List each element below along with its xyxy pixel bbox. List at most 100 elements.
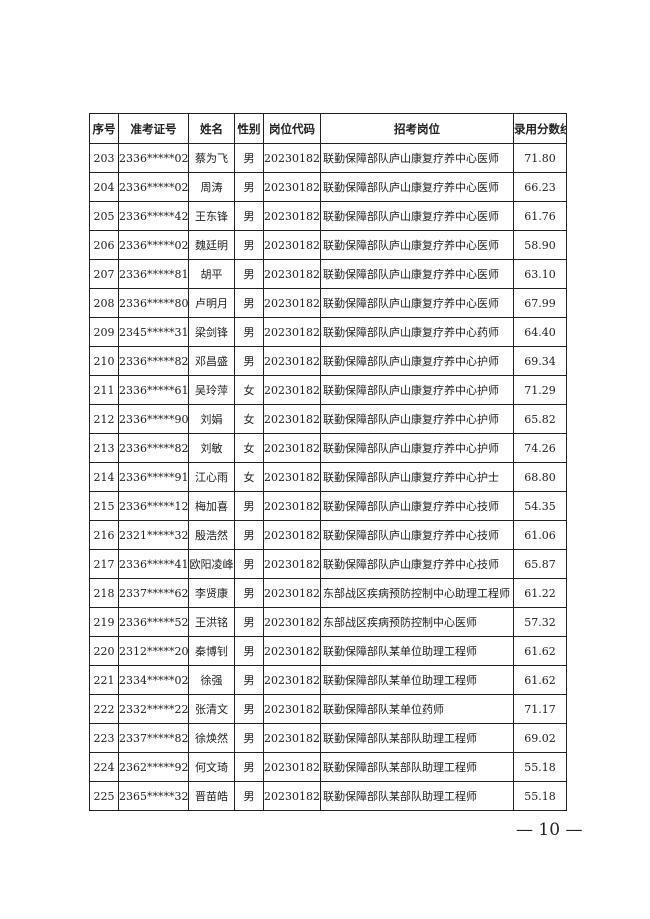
cell-col-score: 54.35 xyxy=(513,491,567,521)
table-row: 2152336*****124梅加喜男2023018229联勤保障部队庐山康复疗… xyxy=(89,491,567,521)
table-row: 2162321*****323殷浩然男2023018231联勤保障部队庐山康复疗… xyxy=(89,520,567,550)
cell-col-name: 徐强 xyxy=(188,665,235,695)
cell-col-post-code: 2023018217 xyxy=(263,230,321,260)
cell-col-exam-id: 2336*****906 xyxy=(118,404,189,434)
cell-col-name: 邓昌盛 xyxy=(188,346,235,376)
cell-col-post-code: 2023018264 xyxy=(263,723,321,753)
cell-col-score: 71.29 xyxy=(513,375,567,405)
cell-col-exam-id: 2336*****526 xyxy=(118,607,189,637)
cell-col-name: 何文琦 xyxy=(188,752,235,782)
cell-col-gender: 男 xyxy=(234,752,264,782)
cell-col-post: 联勤保障部队庐山康复疗养中心技师 xyxy=(320,520,514,550)
cell-col-post: 联勤保障部队某单位助理工程师 xyxy=(320,636,514,666)
cell-col-post: 联勤保障部队庐山康复疗养中心护士 xyxy=(320,462,514,492)
header-col-index: 序号 xyxy=(89,113,119,144)
table-row: 2252365*****326晋苗皓男2023018265联勤保障部队某部队助理… xyxy=(89,781,567,811)
cell-col-gender: 男 xyxy=(234,578,264,608)
cell-col-exam-id: 2336*****029 xyxy=(118,143,189,173)
cell-col-post-code: 2023018219 xyxy=(263,288,321,318)
table-row: 2032336*****029蔡为飞男2023018212联勤保障部队庐山康复疗… xyxy=(89,143,567,173)
cell-col-name: 晋苗皓 xyxy=(188,781,235,811)
cell-col-post: 联勤保障部队庐山康复疗养中心医师 xyxy=(320,172,514,202)
cell-col-gender: 男 xyxy=(234,230,264,260)
table-row: 2212334*****021徐强男2023018257联勤保障部队某单位助理工… xyxy=(89,665,567,695)
page-number: — 10 — xyxy=(516,820,583,840)
cell-col-score: 61.62 xyxy=(513,665,567,695)
cell-col-gender: 女 xyxy=(234,433,264,463)
table-row: 2102336*****820邓昌盛男2023018223联勤保障部队庐山康复疗… xyxy=(89,346,567,376)
cell-col-exam-id: 2336*****911 xyxy=(118,462,189,492)
cell-col-post-code: 2023018227 xyxy=(263,433,321,463)
cell-col-post-code: 2023018218 xyxy=(263,259,321,289)
cell-col-score: 74.26 xyxy=(513,433,567,463)
cell-col-score: 64.40 xyxy=(513,317,567,347)
header-col-post-code: 岗位代码 xyxy=(263,113,321,144)
cell-col-exam-id: 2336*****029 xyxy=(118,172,189,202)
cell-col-post: 联勤保障部队庐山康复疗养中心医师 xyxy=(320,201,514,231)
cell-col-index: 203 xyxy=(89,143,119,173)
cell-col-gender: 男 xyxy=(234,665,264,695)
header-col-name: 姓名 xyxy=(188,113,235,144)
cell-col-exam-id: 2337*****621 xyxy=(118,578,189,608)
cell-col-post: 联勤保障部队庐山康复疗养中心医师 xyxy=(320,143,514,173)
table-row: 2062336*****026魏廷明男2023018217联勤保障部队庐山康复疗… xyxy=(89,230,567,260)
table-body: 2032336*****029蔡为飞男2023018212联勤保障部队庐山康复疗… xyxy=(89,143,567,811)
cell-col-name: 张清文 xyxy=(188,694,235,724)
cell-col-score: 57.32 xyxy=(513,607,567,637)
cell-col-index: 221 xyxy=(89,665,119,695)
cell-col-name: 王洪铭 xyxy=(188,607,235,637)
cell-col-gender: 女 xyxy=(234,404,264,434)
cell-col-score: 55.18 xyxy=(513,752,567,782)
cell-col-gender: 男 xyxy=(234,694,264,724)
cell-col-post: 联勤保障部队庐山康复疗养中心医师 xyxy=(320,230,514,260)
cell-col-gender: 女 xyxy=(234,462,264,492)
cell-col-post-code: 2023018213 xyxy=(263,172,321,202)
table-row: 2202312*****204秦博钊男2023018257联勤保障部队某单位助理… xyxy=(89,636,567,666)
cell-col-gender: 男 xyxy=(234,520,264,550)
table-row: 2222332*****220张清文男2023018260联勤保障部队某单位药师… xyxy=(89,694,567,724)
cell-col-post: 联勤保障部队庐山康复疗养中心医师 xyxy=(320,259,514,289)
cell-col-post: 联勤保障部队某单位助理工程师 xyxy=(320,665,514,695)
cell-col-gender: 男 xyxy=(234,781,264,811)
cell-col-post-code: 2023018260 xyxy=(263,694,321,724)
cell-col-name: 殷浩然 xyxy=(188,520,235,550)
cell-col-gender: 男 xyxy=(234,549,264,579)
table-header-row: 序号 准考证号 姓名 性别 岗位代码 招考岗位 录用分数线 xyxy=(89,113,567,144)
table-row: 2082336*****807卢明月男2023018219联勤保障部队庐山康复疗… xyxy=(89,288,567,318)
cell-col-gender: 男 xyxy=(234,317,264,347)
cell-col-gender: 男 xyxy=(234,636,264,666)
cell-col-score: 71.17 xyxy=(513,694,567,724)
cell-col-post: 联勤保障部队某部队助理工程师 xyxy=(320,723,514,753)
table-row: 2092345*****310梁剑锋男2023018221联勤保障部队庐山康复疗… xyxy=(89,317,567,347)
cell-col-post-code: 2023018257 xyxy=(263,636,321,666)
cell-col-post: 联勤保障部队庐山康复疗养中心技师 xyxy=(320,549,514,579)
cell-col-exam-id: 2336*****820 xyxy=(118,346,189,376)
table-row: 2192336*****526王洪铭男2023018243东部战区疾病预防控制中… xyxy=(89,607,567,637)
cell-col-post: 联勤保障部队某单位药师 xyxy=(320,694,514,724)
cell-col-gender: 男 xyxy=(234,172,264,202)
cell-col-post-code: 2023018221 xyxy=(263,317,321,347)
cell-col-index: 211 xyxy=(89,375,119,405)
cell-col-exam-id: 2312*****204 xyxy=(118,636,189,666)
cell-col-index: 216 xyxy=(89,520,119,550)
cell-col-name: 李贤康 xyxy=(188,578,235,608)
cell-col-name: 江心雨 xyxy=(188,462,235,492)
cell-col-post-code: 2023018215 xyxy=(263,201,321,231)
cell-col-post-code: 2023018212 xyxy=(263,143,321,173)
cell-col-post-code: 2023018225 xyxy=(263,375,321,405)
cell-col-score: 65.87 xyxy=(513,549,567,579)
cell-col-score: 65.82 xyxy=(513,404,567,434)
cell-col-gender: 女 xyxy=(234,375,264,405)
cell-col-gender: 男 xyxy=(234,491,264,521)
cell-col-index: 212 xyxy=(89,404,119,434)
cell-col-score: 61.76 xyxy=(513,201,567,231)
cell-col-score: 63.10 xyxy=(513,259,567,289)
cell-col-index: 220 xyxy=(89,636,119,666)
cell-col-name: 卢明月 xyxy=(188,288,235,318)
cell-col-post-code: 2023018226 xyxy=(263,404,321,434)
cell-col-exam-id: 2332*****220 xyxy=(118,694,189,724)
cell-col-exam-id: 2365*****326 xyxy=(118,781,189,811)
table-row: 2122336*****906刘娟女2023018226联勤保障部队庐山康复疗养… xyxy=(89,404,567,434)
cell-col-post: 联勤保障部队庐山康复疗养中心护师 xyxy=(320,433,514,463)
cell-col-exam-id: 2336*****814 xyxy=(118,259,189,289)
